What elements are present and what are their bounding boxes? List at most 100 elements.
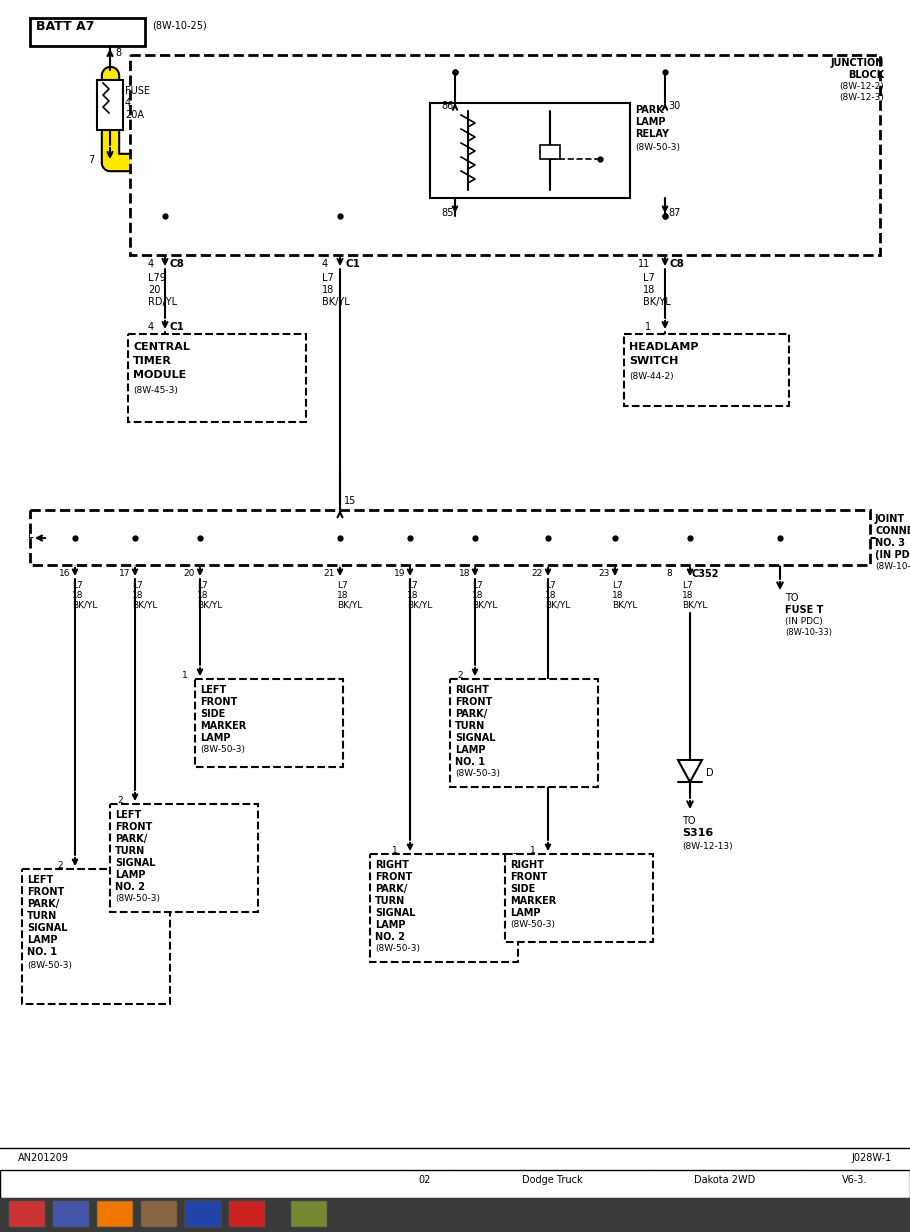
Text: L7: L7 (407, 582, 418, 590)
Text: (8W-50-3): (8W-50-3) (115, 894, 160, 903)
Text: NO. 2: NO. 2 (375, 931, 405, 942)
Text: 18: 18 (643, 285, 655, 294)
Text: 22: 22 (531, 569, 543, 578)
FancyBboxPatch shape (9, 1201, 45, 1227)
Text: SWITCH: SWITCH (629, 356, 678, 366)
Text: SIDE: SIDE (510, 885, 535, 894)
Bar (30, 510, 870, 565)
Text: BK/YL: BK/YL (472, 601, 498, 610)
Text: FRONT: FRONT (27, 887, 65, 897)
Text: 20A: 20A (125, 110, 144, 120)
Text: (8W-45-3): (8W-45-3) (133, 386, 177, 395)
Text: 18: 18 (472, 591, 483, 600)
Text: 2: 2 (57, 861, 63, 870)
Text: LEFT: LEFT (200, 685, 227, 695)
Text: 18: 18 (459, 569, 470, 578)
Bar (22, 869, 170, 1004)
Text: BK/YL: BK/YL (132, 601, 157, 610)
Text: SIGNAL: SIGNAL (115, 857, 156, 869)
Text: (8W-50-3): (8W-50-3) (510, 920, 555, 929)
Text: LAMP: LAMP (115, 870, 146, 880)
Text: MARKER: MARKER (510, 896, 556, 906)
Text: Dodge Truck: Dodge Truck (521, 1175, 582, 1185)
Text: 87: 87 (668, 208, 681, 218)
Text: BATT A7: BATT A7 (36, 20, 95, 33)
Text: FRONT: FRONT (375, 872, 412, 882)
Text: 8: 8 (115, 48, 121, 58)
Text: FRONT: FRONT (115, 822, 152, 832)
Text: 1: 1 (645, 322, 652, 331)
Text: PARK/: PARK/ (375, 885, 408, 894)
Bar (195, 679, 343, 768)
Text: SIGNAL: SIGNAL (455, 733, 496, 743)
Text: LEFT: LEFT (115, 809, 141, 821)
Text: RIGHT: RIGHT (375, 860, 409, 870)
Bar (505, 854, 653, 942)
Bar (30, 18, 145, 46)
Text: TO: TO (785, 593, 798, 602)
Text: L7: L7 (682, 582, 693, 590)
Text: (8W-50-3): (8W-50-3) (375, 944, 420, 954)
Text: PARK/: PARK/ (27, 899, 59, 909)
Text: L7: L7 (132, 582, 143, 590)
Text: LAMP: LAMP (375, 920, 406, 930)
Text: 18: 18 (322, 285, 334, 294)
Text: BK/YL: BK/YL (197, 601, 222, 610)
Text: J028W-1: J028W-1 (852, 1153, 892, 1163)
Text: (8W-12-13): (8W-12-13) (682, 841, 733, 851)
Text: RD/YL: RD/YL (148, 297, 177, 307)
Text: TURN: TURN (27, 910, 57, 922)
Text: SIGNAL: SIGNAL (27, 923, 67, 933)
Bar (110, 804, 258, 912)
Text: LAMP: LAMP (27, 935, 57, 945)
Text: 18: 18 (407, 591, 419, 600)
Text: JOINT: JOINT (875, 514, 905, 524)
Text: AN201209: AN201209 (18, 1153, 69, 1163)
FancyBboxPatch shape (229, 1201, 265, 1227)
Text: RIGHT: RIGHT (455, 685, 489, 695)
Text: FRONT: FRONT (455, 697, 492, 707)
Text: 18: 18 (72, 591, 84, 600)
Text: (8W-50-3): (8W-50-3) (635, 143, 680, 152)
Text: 20: 20 (148, 285, 160, 294)
Text: PARK/: PARK/ (455, 708, 487, 719)
Text: 18: 18 (132, 591, 144, 600)
Text: JUNCTION: JUNCTION (831, 58, 884, 68)
Bar (128, 334, 306, 423)
Text: L79: L79 (148, 274, 166, 283)
Text: FRONT: FRONT (200, 697, 238, 707)
FancyBboxPatch shape (291, 1201, 327, 1227)
Text: RIGHT: RIGHT (510, 860, 544, 870)
Text: CONNECTOR: CONNECTOR (875, 526, 910, 536)
Text: TURN: TURN (115, 846, 146, 856)
Text: (IN PDC): (IN PDC) (785, 617, 823, 626)
Text: 4: 4 (148, 259, 154, 269)
Text: 19: 19 (393, 569, 405, 578)
FancyBboxPatch shape (141, 1201, 177, 1227)
Text: LEFT: LEFT (27, 875, 54, 885)
Text: (8W-50-3): (8W-50-3) (27, 961, 72, 970)
Text: 85: 85 (441, 208, 453, 218)
Text: PARK: PARK (635, 105, 663, 115)
Bar (0, 1198, 910, 1232)
Text: LAMP: LAMP (635, 117, 665, 127)
Text: PARK/: PARK/ (115, 834, 147, 844)
Text: TO: TO (682, 816, 695, 825)
Text: 2: 2 (117, 796, 123, 804)
FancyBboxPatch shape (97, 1201, 133, 1227)
Text: 1: 1 (182, 671, 188, 680)
Text: 2: 2 (458, 671, 463, 680)
Text: (8W-12-2): (8W-12-2) (839, 83, 884, 91)
Bar (450, 679, 598, 787)
Text: 7: 7 (87, 155, 94, 165)
Text: 02: 02 (419, 1175, 431, 1185)
Bar (430, 103, 630, 198)
Text: CENTRAL: CENTRAL (133, 342, 190, 352)
Text: (8W-12-3): (8W-12-3) (839, 92, 884, 102)
Text: L7: L7 (643, 274, 655, 283)
Bar (370, 854, 518, 962)
Text: BK/YL: BK/YL (643, 297, 671, 307)
Text: TURN: TURN (375, 896, 405, 906)
Text: 16: 16 (58, 569, 70, 578)
Text: 1: 1 (531, 846, 536, 855)
